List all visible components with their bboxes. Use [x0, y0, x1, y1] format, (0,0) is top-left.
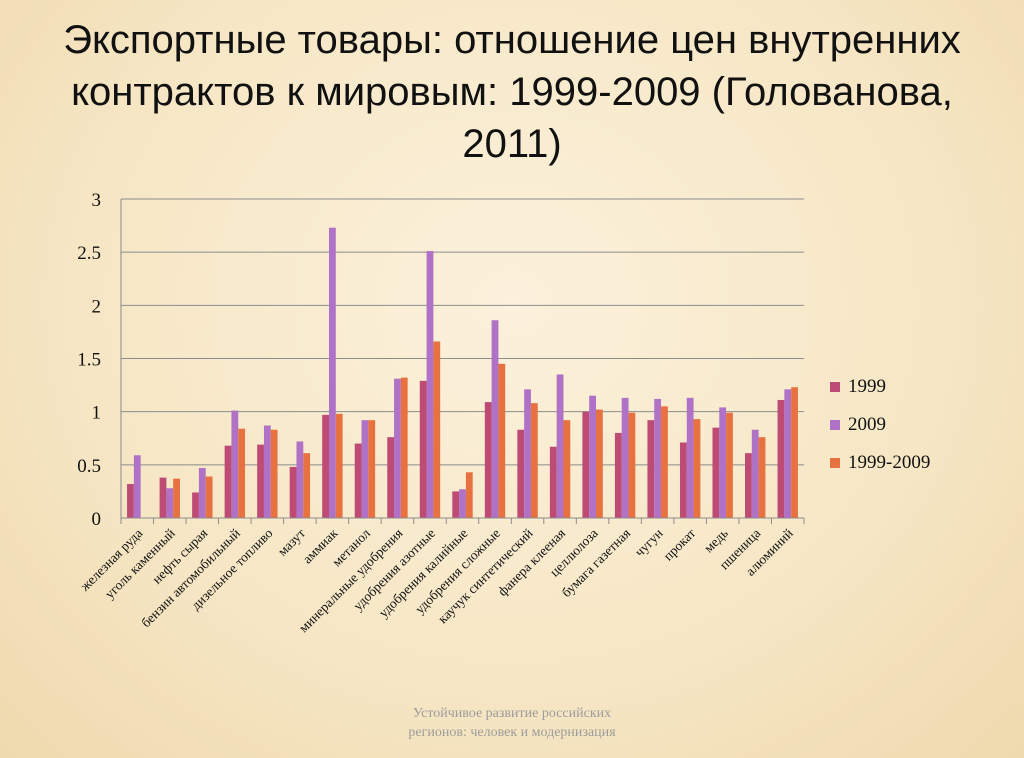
bar-1999-2009-9	[433, 341, 441, 518]
bar-2009-2	[198, 468, 206, 518]
footer-line-2: регионов: человек и модернизация	[408, 725, 616, 740]
bar-2009-10	[459, 489, 466, 518]
bar-1999-8	[387, 437, 395, 518]
x-tick-label: прокат	[660, 525, 698, 563]
bar-1999-9	[419, 380, 427, 518]
bar-1999-2009-18	[726, 412, 733, 518]
bar-1999-2009-20	[791, 387, 798, 518]
legend-label: 2009	[848, 414, 886, 435]
bar-1999-2009-3	[238, 428, 246, 518]
bar-1999-6	[322, 414, 329, 518]
bar-2009-8	[394, 378, 401, 518]
bar-2009-18	[719, 407, 727, 518]
bar-1999-2009-6	[335, 413, 343, 518]
bar-2009-16	[654, 398, 662, 518]
bar-1999-17	[679, 442, 687, 518]
y-tick-label: 2.5	[77, 243, 101, 264]
bar-1999-2009-16	[661, 406, 668, 518]
bar-1999-11	[484, 402, 492, 518]
legend: 1999 2009 1999-2009	[830, 376, 930, 473]
bar-2009-0	[133, 455, 141, 518]
y-tick-label: 1	[92, 403, 102, 424]
legend-label: 1999-2009	[848, 452, 930, 473]
bar-2009-3	[231, 410, 239, 518]
bar-1999-15	[614, 432, 622, 518]
bar-2009-6	[329, 227, 336, 518]
bars	[127, 227, 798, 518]
y-tick-label: 0.5	[77, 456, 101, 477]
bar-2009-20	[784, 389, 792, 518]
bar-1999-4	[257, 444, 264, 518]
bar-1999-5	[289, 466, 297, 518]
y-tick-label: 1.5	[77, 350, 101, 371]
bar-1999-10	[452, 491, 460, 518]
bar-1999-2009-2	[205, 476, 213, 518]
bar-2009-5	[296, 441, 304, 518]
slide-title: Экспортные товары: отношение цен внутрен…	[63, 18, 961, 166]
bar-1999-2009-14	[596, 409, 603, 518]
bar-1999-2009-10	[465, 472, 473, 518]
bar-1999-2009-4	[270, 429, 278, 518]
gridlines	[121, 198, 804, 466]
bar-1999-2009-19	[758, 437, 766, 518]
bar-1999-2009-12	[530, 403, 538, 518]
y-tick-label: 0	[92, 509, 102, 530]
bar-1999-18	[712, 427, 720, 518]
bar-1999-14	[582, 411, 590, 518]
bar-1999-2009-5	[303, 453, 311, 518]
bar-2009-15	[621, 397, 629, 518]
bar-1999-7	[354, 443, 362, 518]
bar-2009-19	[751, 429, 759, 518]
legend-swatch-2009	[830, 420, 840, 430]
bar-1999-2	[192, 492, 199, 518]
footer-line-1: Устойчивое развитие российских	[412, 706, 612, 721]
bar-1999-2009-13	[563, 420, 571, 518]
bar-2009-11	[491, 320, 499, 518]
footer: Устойчивое развитие российских регионов:…	[312, 704, 712, 742]
bar-1999-16	[647, 420, 655, 518]
bar-1999-2009-17	[693, 419, 701, 518]
bar-2009-14	[589, 395, 596, 518]
bar-1999-2009-7	[368, 420, 376, 518]
bar-2009-13	[556, 374, 564, 518]
y-tick-label: 2	[92, 296, 102, 317]
y-tick-label: 3	[92, 190, 102, 211]
bar-2009-4	[263, 425, 271, 518]
bar-1999-19	[745, 453, 752, 518]
bar-1999-2009-8	[400, 377, 408, 518]
bar-1999-2009-11	[498, 363, 506, 518]
bar-1999-1	[159, 477, 167, 518]
bar-1999-2009-1	[173, 478, 180, 518]
bar-2009-7	[361, 420, 369, 518]
bar-2009-17	[686, 397, 694, 518]
bar-2009-1	[166, 488, 174, 518]
legend-swatch-1999	[830, 382, 840, 392]
bar-1999-20	[777, 399, 785, 518]
bar-1999-13	[549, 446, 557, 518]
legend-swatch-1999-2009	[830, 458, 840, 468]
bar-1999-2009-15	[628, 412, 636, 518]
bar-2009-12	[524, 389, 531, 518]
bar-1999-0	[127, 483, 134, 518]
bar-1999-12	[517, 429, 525, 518]
bar-1999-3	[224, 445, 232, 518]
bar-2009-9	[426, 251, 434, 518]
legend-label: 1999	[848, 376, 886, 397]
